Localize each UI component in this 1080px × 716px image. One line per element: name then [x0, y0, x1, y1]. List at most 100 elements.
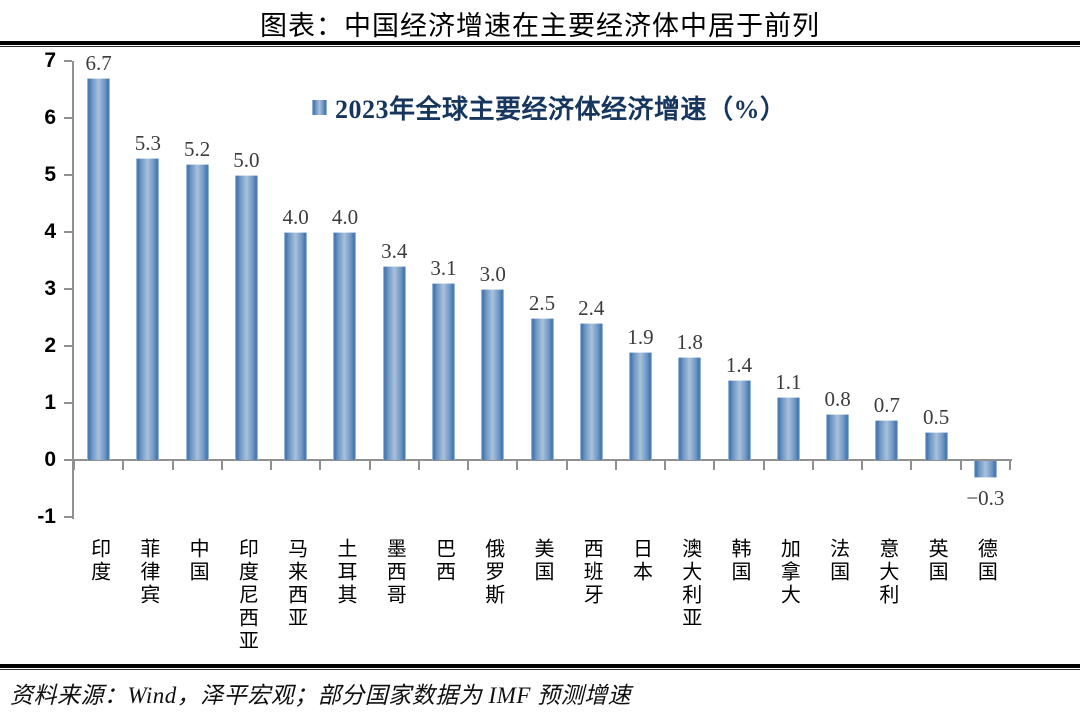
y-axis-tick — [64, 231, 72, 233]
bar — [973, 461, 997, 479]
bar-value-label: 2.5 — [528, 290, 556, 315]
x-axis-line — [72, 459, 1012, 461]
x-axis-tick — [270, 461, 273, 470]
bar — [727, 380, 751, 460]
bar — [924, 431, 948, 460]
divider-top — [0, 41, 1080, 47]
bar — [234, 175, 258, 460]
category-label: 墨西哥 — [383, 538, 406, 607]
bar — [431, 283, 455, 460]
x-axis-tick — [73, 461, 75, 470]
bar-value-label: 4.0 — [331, 205, 359, 229]
bar — [87, 78, 111, 460]
x-axis-tick — [220, 461, 223, 470]
bar — [875, 420, 899, 460]
bar — [333, 232, 357, 460]
category-label: 澳大利亚 — [678, 538, 701, 630]
y-axis-tick-label: 2 — [44, 334, 56, 357]
bar-value-label: 4.0 — [282, 205, 309, 229]
x-axis-tick — [713, 461, 716, 470]
x-axis-tick — [467, 461, 470, 470]
y-axis-line — [72, 61, 74, 519]
bar-value-label: 1.8 — [676, 330, 703, 355]
bar-value-label: 3.0 — [479, 262, 506, 286]
x-axis-tick — [664, 461, 667, 470]
divider-bottom — [0, 664, 1080, 670]
category-label: 德国 — [974, 538, 997, 584]
y-axis-tick-label: 0 — [44, 448, 56, 471]
page-title: 图表：中国经济增速在主要经济体中居于前列 — [260, 11, 820, 41]
legend-label: 2023年全球主要经济体经济增速（%） — [335, 95, 787, 124]
category-label: 法国 — [826, 538, 849, 584]
bar-value-label: 0.5 — [922, 404, 950, 429]
y-axis-tick-label: 6 — [44, 106, 56, 129]
category-label: 西班牙 — [580, 538, 603, 607]
bar — [185, 163, 209, 460]
y-axis-tick — [64, 117, 72, 119]
x-axis-tick — [417, 461, 420, 470]
category-label: 马来西亚 — [284, 538, 307, 630]
legend-marker-icon — [312, 100, 327, 115]
y-axis-tick — [64, 288, 72, 290]
x-axis-tick — [565, 461, 568, 470]
bar-value-label: 0.8 — [824, 387, 851, 412]
bar — [530, 317, 554, 460]
y-axis-tick — [64, 402, 72, 404]
x-axis-tick — [762, 461, 765, 470]
y-axis-tick-label: 3 — [44, 277, 56, 300]
bar-value-label: 2.4 — [578, 296, 605, 321]
bar — [826, 414, 850, 460]
x-axis-tick — [516, 461, 519, 470]
divider-bottom-thick-line — [0, 664, 1080, 668]
bar — [629, 351, 653, 460]
category-label: 日本 — [629, 538, 652, 584]
y-axis-tick-label: 4 — [44, 220, 56, 243]
category-label: 印度尼西亚 — [235, 538, 258, 653]
category-label: 韩国 — [728, 538, 751, 584]
y-axis-tick — [64, 459, 72, 461]
bar — [136, 157, 160, 460]
bar-value-label: 3.1 — [430, 256, 457, 281]
bar-value-label: 3.4 — [381, 239, 408, 264]
bar-value-label: 1.4 — [725, 353, 753, 378]
category-label: 加拿大 — [777, 538, 800, 607]
bar — [678, 357, 702, 460]
y-axis-tick-label: 7 — [44, 49, 56, 72]
category-label: 意大利 — [875, 538, 898, 607]
bar-value-label: 5.2 — [184, 136, 211, 161]
x-axis-tick — [122, 461, 125, 470]
category-label: 土耳其 — [333, 538, 356, 607]
y-axis-tick — [64, 60, 72, 62]
x-axis-tick — [811, 461, 814, 470]
bar-value-label: −0.3 — [966, 486, 1005, 511]
bar — [776, 397, 800, 460]
x-axis-tick — [959, 461, 962, 470]
y-axis-tick-label: -1 — [37, 505, 56, 528]
bar — [579, 323, 603, 460]
x-axis-tick — [614, 461, 617, 470]
category-label: 英国 — [925, 538, 948, 584]
bar-value-label: 6.7 — [85, 51, 112, 76]
x-axis-tick — [861, 461, 864, 470]
bar-value-label: 5.0 — [233, 148, 260, 172]
bar-value-label: 5.3 — [134, 130, 162, 155]
y-axis-tick — [64, 516, 72, 518]
x-axis-tick — [910, 461, 913, 470]
x-axis-tick — [171, 461, 174, 470]
bar-value-label: 0.7 — [873, 393, 900, 418]
bar — [382, 266, 406, 460]
bar-value-label: 1.9 — [627, 324, 654, 349]
category-label: 菲律宾 — [136, 538, 159, 607]
y-axis-tick — [64, 174, 72, 176]
bar — [284, 232, 308, 460]
divider-bottom-thin-line — [0, 669, 1080, 670]
divider-top-thin-line — [0, 46, 1080, 47]
x-axis-tick — [1009, 461, 1011, 470]
category-label: 巴西 — [432, 538, 455, 584]
source-note: 资料来源：Wind，泽平宏观；部分国家数据为 IMF 预测增速 — [10, 683, 632, 708]
y-axis-tick — [64, 345, 72, 347]
category-label: 俄罗斯 — [481, 538, 504, 607]
category-label: 中国 — [186, 538, 209, 584]
